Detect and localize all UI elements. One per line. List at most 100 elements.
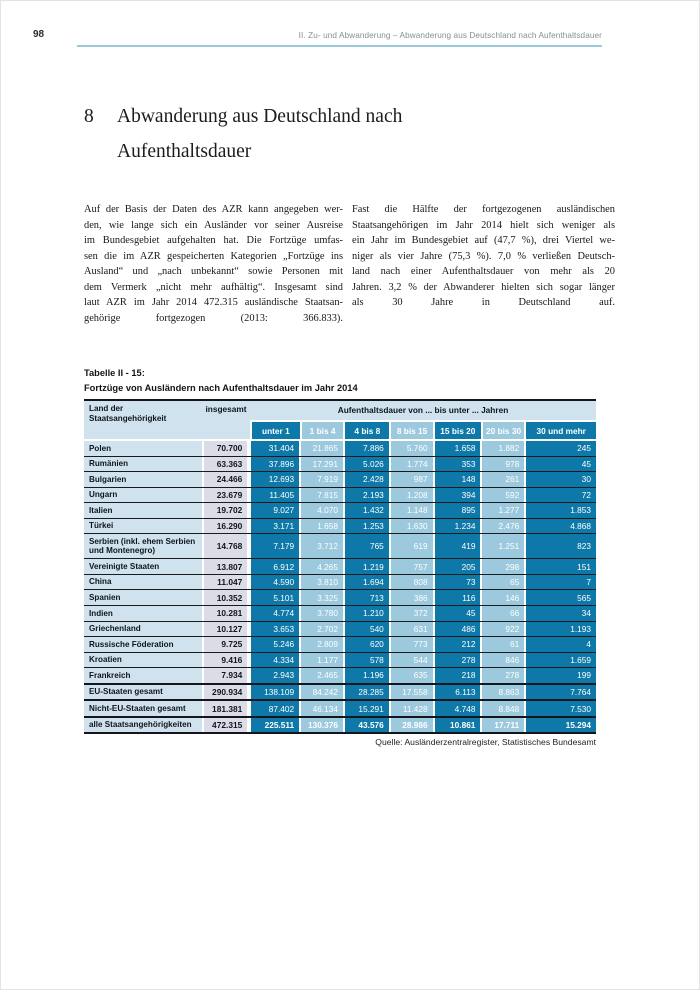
cell-value: 3.653 [249, 621, 300, 637]
cell-value: 11.405 [249, 487, 300, 503]
cell-value: 486 [432, 621, 481, 637]
cell-value: 37.896 [249, 456, 300, 472]
cell-value: 1.277 [480, 503, 525, 518]
cell-value: 7.530 [524, 701, 596, 716]
body-text-line: Fast die Hälfte der fortgezogenen auslän… [352, 204, 615, 215]
cell-value: 3.810 [299, 574, 343, 590]
cell-value: 2.476 [480, 518, 525, 534]
cell-country: Ungarn [84, 487, 202, 503]
cell-country: Italien [84, 503, 202, 518]
cell-country: Griechenland [84, 621, 202, 637]
cell-value: 1.208 [388, 487, 433, 503]
cell-value: 592 [480, 487, 525, 503]
cell-value: 419 [432, 534, 481, 559]
cell-value: 205 [432, 559, 481, 574]
cell-country: Polen [84, 441, 202, 456]
cell-value: 87.402 [249, 701, 300, 716]
column-header-duration: 30 und mehr [524, 420, 596, 439]
table-caption: Tabelle II - 15: Fortzüge von Ausländern… [84, 366, 358, 395]
table-row: Italien 19.702 9.027 4.070 1.432 1.148 8… [84, 502, 596, 518]
cell-value: 808 [388, 574, 433, 590]
cell-insgesamt: 9.416 [201, 652, 250, 668]
column-header-duration: 1 bis 4 [299, 420, 344, 439]
table-row: Frankreich 7.934 2.943 2.465 1.196 635 2… [84, 667, 596, 683]
cell-value: 8.848 [480, 701, 525, 716]
cell-country: Russische Föderation [84, 637, 202, 652]
cell-value: 5.026 [342, 456, 389, 472]
cell-value: 2.428 [342, 472, 389, 487]
cell-value: 1.148 [388, 503, 433, 518]
body-text-line: Auf der Basis der Daten des AZR kann ang… [84, 204, 343, 215]
cell-value: 218 [432, 668, 481, 683]
cell-insgesamt: 24.466 [201, 472, 250, 487]
table-row: Russische Föderation 9.725 5.246 2.809 6… [84, 636, 596, 652]
cell-value: 1.193 [524, 621, 596, 637]
cell-value: 298 [480, 559, 525, 574]
cell-value: 7.919 [299, 472, 343, 487]
cell-value: 619 [388, 534, 433, 559]
column-header-insgesamt: insgesamt [205, 404, 247, 414]
cell-value: 17.558 [388, 684, 433, 700]
cell-value: 372 [388, 606, 433, 621]
cell-insgesamt: 10.352 [201, 590, 250, 606]
cell-value: 15.294 [524, 717, 596, 733]
cell-value: 7.764 [524, 684, 596, 700]
cell-value: 212 [432, 637, 481, 652]
cell-value: 1.219 [342, 559, 389, 574]
cell-value: 278 [480, 668, 525, 683]
body-text-line: Ausland“ und „nach unbekannt“ sowie Pers… [84, 266, 343, 277]
cell-value: 1.694 [342, 574, 389, 590]
cell-value: 353 [432, 456, 481, 472]
cell-value: 148 [432, 472, 481, 487]
table-total-row: alle Staatsangehörigkeiten 472.315 225.5… [84, 715, 596, 733]
cell-value: 1.432 [342, 503, 389, 518]
cell-value: 66 [480, 606, 525, 621]
cell-country: Nicht-EU-Staaten gesamt [84, 701, 202, 716]
table-row: Vereinigte Staaten 13.807 6.912 4.265 1.… [84, 558, 596, 574]
cell-country: Frankreich [84, 668, 202, 683]
table-header: Land der Staatsangehörigkeit insgesamt A… [84, 401, 596, 439]
cell-insgesamt: 10.281 [201, 606, 250, 621]
cell-value: 6.912 [249, 559, 300, 574]
cell-value: 1.658 [432, 441, 481, 456]
column-header-duration: 8 bis 15 [389, 420, 433, 439]
cell-value: 138.109 [249, 684, 300, 700]
cell-insgesamt: 10.127 [201, 621, 250, 637]
cell-value: 540 [342, 621, 389, 637]
running-header-text: II. Zu- und Abwanderung – Abwanderung au… [298, 31, 602, 40]
cell-value: 7.886 [342, 441, 389, 456]
cell-value: 3.325 [299, 590, 343, 606]
cell-value: 4.334 [249, 652, 300, 668]
body-paragraph-left: Auf der Basis der Daten des AZR kann ang… [84, 202, 343, 326]
cell-value: 922 [480, 621, 525, 637]
cell-value: 631 [388, 621, 433, 637]
cell-value: 6.113 [432, 684, 481, 700]
cell-country: alle Staatsangehörigkeiten [84, 717, 202, 733]
cell-value: 10.861 [432, 717, 481, 733]
cell-value: 21.865 [299, 441, 343, 456]
cell-value: 1.177 [299, 652, 343, 668]
column-header-duration: 4 bis 8 [343, 420, 390, 439]
cell-value: 15.291 [342, 701, 389, 716]
cell-value: 3.780 [299, 606, 343, 621]
cell-value: 4.868 [524, 518, 596, 534]
cell-country: Türkei [84, 518, 202, 534]
cell-value: 4.070 [299, 503, 343, 518]
cell-value: 978 [480, 456, 525, 472]
cell-insgesamt: 181.381 [201, 701, 250, 716]
cell-value: 30 [524, 472, 596, 487]
body-text-line: den, wie lange sich ein Ausländer vor se… [84, 219, 343, 231]
cell-value: 987 [388, 472, 433, 487]
cell-value: 146 [480, 590, 525, 606]
cell-value: 4 [524, 637, 596, 652]
cell-value: 4.590 [249, 574, 300, 590]
cell-country: Vereinigte Staaten [84, 559, 202, 574]
cell-value: 31.404 [249, 441, 300, 456]
cell-value: 757 [388, 559, 433, 574]
cell-value: 3.712 [299, 534, 343, 559]
cell-value: 1.210 [342, 606, 389, 621]
cell-country: Kroatien [84, 652, 202, 668]
cell-value: 28.285 [342, 684, 389, 700]
cell-insgesamt: 23.679 [201, 487, 250, 503]
